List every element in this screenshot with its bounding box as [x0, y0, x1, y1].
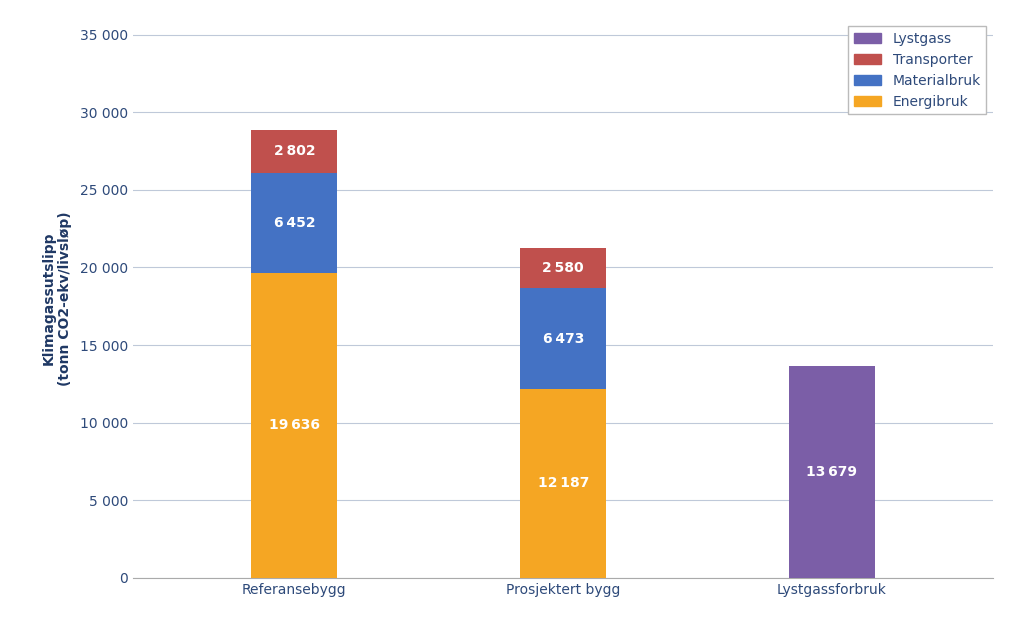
Text: 6 452: 6 452	[273, 216, 315, 230]
Text: 2 580: 2 580	[543, 261, 584, 275]
Text: 13 679: 13 679	[807, 465, 857, 479]
Text: 19 636: 19 636	[269, 419, 319, 433]
Text: 12 187: 12 187	[538, 476, 589, 490]
Bar	[520, 288, 606, 388]
Bar	[251, 173, 337, 273]
Text: 6 473: 6 473	[543, 331, 584, 345]
Bar	[520, 248, 606, 288]
Y-axis label: Klimagassutslipp
(tonn CO2-ekv/livsløp): Klimagassutslipp (tonn CO2-ekv/livsløp)	[42, 211, 72, 386]
Bar	[251, 273, 337, 578]
Legend: Lystgass, Transporter, Materialbruk, Energibruk: Lystgass, Transporter, Materialbruk, Ene…	[848, 26, 986, 114]
Bar	[251, 130, 337, 173]
Bar	[520, 388, 606, 578]
Bar	[788, 365, 874, 578]
Text: 2 802: 2 802	[273, 144, 315, 159]
